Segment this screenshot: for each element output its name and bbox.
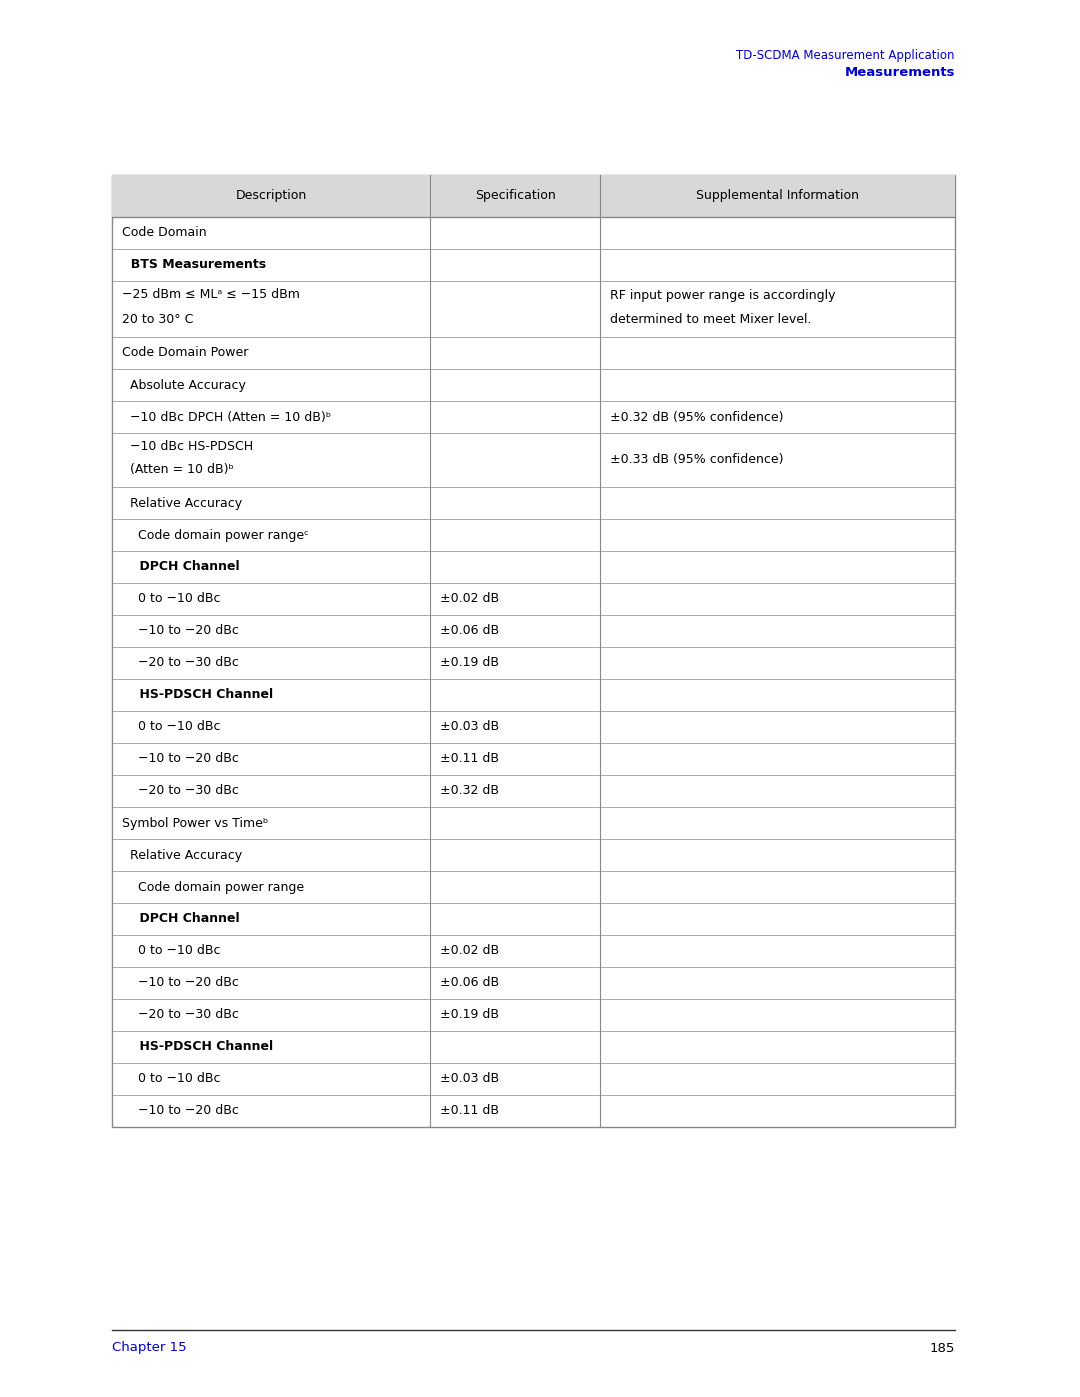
Text: ±0.03 dB: ±0.03 dB [440, 1073, 499, 1085]
Text: DPCH Channel: DPCH Channel [122, 912, 240, 925]
Text: −10 dBc DPCH (Atten = 10 dB)ᵇ: −10 dBc DPCH (Atten = 10 dB)ᵇ [122, 411, 332, 423]
Text: ±0.06 dB: ±0.06 dB [440, 624, 499, 637]
Bar [112, 175, 955, 1127]
Text: ±0.02 dB: ±0.02 dB [440, 592, 499, 605]
Text: determined to meet Mixer level.: determined to meet Mixer level. [610, 313, 811, 326]
Text: ±0.02 dB: ±0.02 dB [440, 944, 499, 957]
Text: Relative Accuracy: Relative Accuracy [122, 496, 242, 510]
Text: Absolute Accuracy: Absolute Accuracy [122, 379, 246, 391]
Text: Symbol Power vs Timeᵇ: Symbol Power vs Timeᵇ [122, 816, 268, 830]
Text: 20 to 30° C: 20 to 30° C [122, 313, 193, 326]
Text: −10 dBc HS-PDSCH: −10 dBc HS-PDSCH [122, 440, 253, 453]
Text: −20 to −30 dBc: −20 to −30 dBc [122, 657, 239, 669]
Text: ±0.03 dB: ±0.03 dB [440, 721, 499, 733]
Text: −10 to −20 dBc: −10 to −20 dBc [122, 977, 239, 989]
Text: 0 to −10 dBc: 0 to −10 dBc [122, 592, 220, 605]
Text: −20 to −30 dBc: −20 to −30 dBc [122, 785, 239, 798]
Text: Supplemental Information: Supplemental Information [696, 190, 859, 203]
Text: Code domain power range: Code domain power range [122, 880, 305, 894]
Text: 0 to −10 dBc: 0 to −10 dBc [122, 944, 220, 957]
Text: Relative Accuracy: Relative Accuracy [122, 848, 242, 862]
Text: −20 to −30 dBc: −20 to −30 dBc [122, 1009, 239, 1021]
Text: ±0.19 dB: ±0.19 dB [440, 1009, 499, 1021]
Text: ±0.11 dB: ±0.11 dB [440, 1105, 499, 1118]
Text: HS-PDSCH Channel: HS-PDSCH Channel [122, 689, 273, 701]
Text: Code domain power rangeᶜ: Code domain power rangeᶜ [122, 528, 309, 542]
Text: Code Domain Power: Code Domain Power [122, 346, 248, 359]
Text: −10 to −20 dBc: −10 to −20 dBc [122, 624, 239, 637]
Text: RF input power range is accordingly: RF input power range is accordingly [610, 289, 836, 302]
Text: Code Domain: Code Domain [122, 226, 206, 239]
Text: (Atten = 10 dB)ᵇ: (Atten = 10 dB)ᵇ [122, 464, 234, 476]
Text: BTS Measurements: BTS Measurements [122, 258, 266, 271]
Text: Description: Description [235, 190, 307, 203]
Text: ±0.19 dB: ±0.19 dB [440, 657, 499, 669]
Text: 185: 185 [930, 1341, 955, 1355]
Text: ±0.33 dB (95% confidence): ±0.33 dB (95% confidence) [610, 454, 783, 467]
Text: 0 to −10 dBc: 0 to −10 dBc [122, 721, 220, 733]
Text: TD-SCDMA Measurement Application: TD-SCDMA Measurement Application [737, 49, 955, 61]
Text: HS-PDSCH Channel: HS-PDSCH Channel [122, 1041, 273, 1053]
Text: Chapter 15: Chapter 15 [112, 1341, 187, 1355]
Text: ±0.11 dB: ±0.11 dB [440, 753, 499, 766]
Text: DPCH Channel: DPCH Channel [122, 560, 240, 574]
Text: Measurements: Measurements [845, 66, 955, 78]
Text: 0 to −10 dBc: 0 to −10 dBc [122, 1073, 220, 1085]
Text: −25 dBm ≤ MLᵃ ≤ −15 dBm: −25 dBm ≤ MLᵃ ≤ −15 dBm [122, 289, 300, 302]
Text: Specification: Specification [474, 190, 555, 203]
Text: −10 to −20 dBc: −10 to −20 dBc [122, 1105, 239, 1118]
Text: ±0.32 dB (95% confidence): ±0.32 dB (95% confidence) [610, 411, 783, 423]
Text: ±0.06 dB: ±0.06 dB [440, 977, 499, 989]
Text: −10 to −20 dBc: −10 to −20 dBc [122, 753, 239, 766]
Text: ±0.32 dB: ±0.32 dB [440, 785, 499, 798]
Bar [112, 175, 955, 217]
